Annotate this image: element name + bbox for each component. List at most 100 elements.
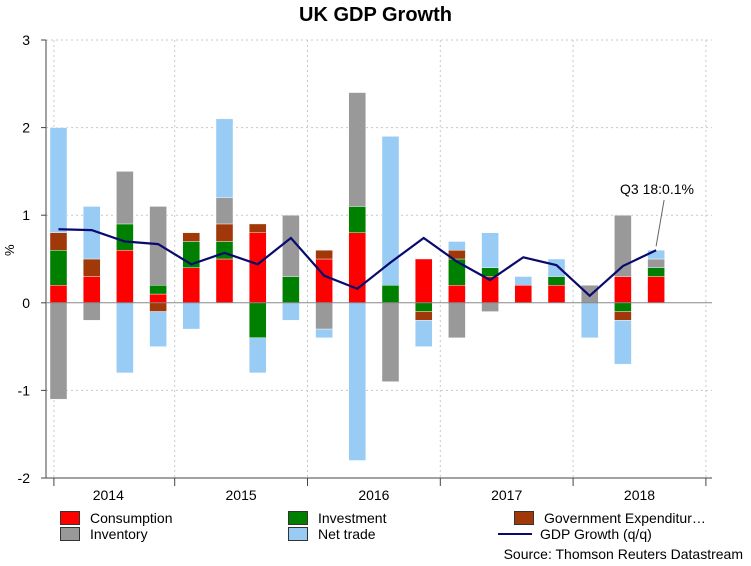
bar-consumption: [614, 276, 632, 303]
bar-government-expenditur: [182, 232, 201, 242]
legend-net-trade: Net trade: [288, 526, 376, 542]
x-year-label: 2014: [93, 487, 124, 503]
bar-inventory: [581, 285, 599, 303]
legend-consumption-swatch: [60, 511, 80, 525]
bar-investment: [348, 206, 366, 233]
bar-consumption: [348, 232, 366, 304]
bar-net-trade: [282, 302, 300, 321]
bar-investment: [614, 302, 632, 312]
bar-investment: [149, 285, 167, 295]
x-year-label: 2017: [491, 487, 522, 503]
line-layer: [58, 228, 657, 298]
bar-net-trade: [381, 136, 400, 286]
bar-net-trade: [315, 328, 333, 339]
bar-investment: [381, 285, 400, 303]
bar-inventory: [448, 302, 466, 339]
axis-layer: [41, 39, 712, 486]
bar-investment: [116, 223, 134, 251]
bar-consumption: [415, 258, 433, 303]
chart-title: UK GDP Growth: [299, 4, 452, 26]
bar-investment: [415, 302, 433, 312]
y-tick-label: 1: [22, 207, 30, 223]
bar-inventory: [647, 258, 665, 268]
bar-inventory: [348, 92, 366, 207]
legend-net-trade-label: Net trade: [318, 526, 376, 542]
bars-layer: [49, 92, 665, 461]
bar-net-trade: [514, 276, 532, 286]
annotation-label: Q3 18:0.1%: [620, 181, 694, 197]
bar-net-trade: [647, 250, 665, 260]
y-axis-title: %: [2, 244, 17, 256]
y-tick-label: -2: [18, 470, 31, 486]
y-tick-label: 0: [22, 295, 30, 311]
bar-government-expenditur: [82, 258, 101, 277]
bar-government-expenditur: [215, 223, 234, 242]
annotation-leader: [655, 199, 665, 247]
legend-consumption-label: Consumption: [90, 510, 173, 526]
grid-layer: [46, 39, 712, 479]
bar-government-expenditur: [149, 302, 167, 312]
bar-net-trade: [481, 232, 499, 268]
legend-inventory: Inventory: [60, 526, 148, 542]
bar-inventory: [215, 197, 234, 225]
bar-consumption: [49, 285, 68, 303]
label-layer: -2 -1 0 1 2 3 2014 2015 2016 2017 2018% Q3 18:0.1%: [2, 32, 694, 503]
bar-government-expenditur: [49, 232, 68, 251]
bar-consumption: [82, 276, 101, 303]
bar-inventory: [49, 302, 68, 400]
bar-net-trade: [248, 337, 267, 374]
bar-net-trade: [116, 302, 134, 374]
legend-gdp-growth: GDP Growth (q/q): [498, 526, 652, 542]
y-tick-label: 2: [22, 120, 30, 136]
legend-investment-label: Investment: [318, 510, 387, 526]
bar-net-trade: [182, 302, 201, 330]
y-tick-label: -1: [18, 382, 31, 398]
bar-net-trade: [614, 320, 632, 365]
legend-inventory-label: Inventory: [90, 526, 148, 542]
legend-gdp-label: GDP Growth (q/q): [540, 526, 652, 542]
bar-government-expenditur: [614, 311, 632, 321]
bar-inventory: [315, 302, 333, 330]
bar-consumption: [149, 293, 167, 304]
legend-gdp-line-swatch: [498, 533, 532, 535]
bar-consumption: [315, 258, 333, 303]
bar-consumption: [116, 250, 134, 304]
bar-net-trade: [547, 258, 566, 277]
bar-net-trade: [415, 320, 433, 347]
bar-consumption: [182, 267, 201, 304]
bar-consumption: [248, 232, 267, 304]
bar-inventory: [116, 171, 134, 225]
bar-consumption: [514, 285, 532, 303]
legend-government-label: Government Expenditur…: [544, 510, 706, 526]
bar-investment: [49, 250, 68, 286]
legend-consumption: Consumption: [60, 510, 173, 526]
bar-consumption: [215, 258, 234, 303]
bar-consumption: [448, 285, 466, 303]
x-year-label: 2016: [358, 487, 389, 503]
gdp-growth-line: [58, 228, 657, 298]
legend-net-trade-swatch: [288, 527, 308, 541]
bar-government-expenditur: [315, 250, 333, 260]
bar-inventory: [614, 214, 632, 277]
x-year-label: 2015: [226, 487, 257, 503]
bar-net-trade: [215, 118, 234, 198]
x-year-label: 2018: [624, 487, 655, 503]
y-tick-label: 3: [22, 32, 30, 48]
bar-investment: [647, 267, 665, 277]
bar-government-expenditur: [248, 223, 267, 233]
legend-investment: Investment: [288, 510, 386, 526]
bar-net-trade: [348, 302, 366, 461]
bar-investment: [448, 258, 466, 286]
bar-net-trade: [448, 241, 466, 251]
bar-consumption: [547, 285, 566, 303]
legend-investment-swatch: [288, 511, 308, 525]
bar-investment: [215, 241, 234, 260]
bar-government-expenditur: [415, 311, 433, 321]
bar-investment: [248, 302, 267, 339]
bar-inventory: [481, 302, 499, 312]
legend-inventory-swatch: [60, 527, 80, 541]
bar-inventory: [149, 206, 167, 286]
bar-inventory: [82, 302, 101, 321]
source-note: Source: Thomson Reuters Datastream: [503, 546, 743, 562]
